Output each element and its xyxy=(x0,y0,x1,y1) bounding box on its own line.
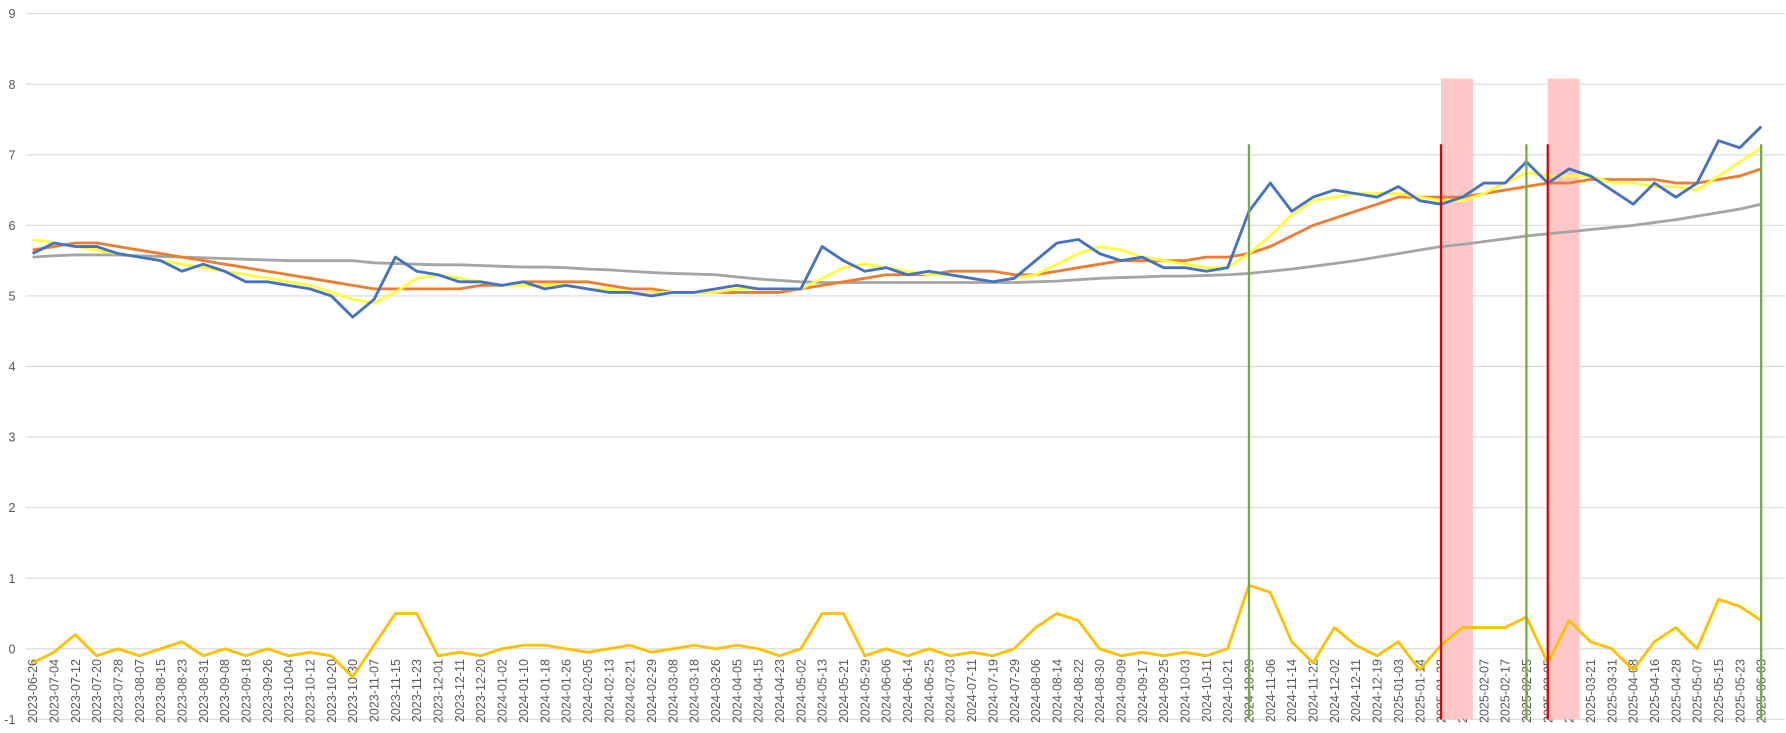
x-tick-label: 2024-06-25 xyxy=(922,659,936,723)
x-tick-label: 2023-09-26 xyxy=(261,659,275,723)
y-tick-label: 5 xyxy=(8,289,15,303)
x-tick-label: 2025-04-28 xyxy=(1669,659,1683,723)
x-tick-label: 2025-05-07 xyxy=(1691,659,1705,723)
x-tick-label: 2025-05-15 xyxy=(1712,659,1726,723)
x-tick-label: 2024-08-14 xyxy=(1050,659,1064,723)
x-tick-label: 2024-02-29 xyxy=(645,659,659,723)
x-tick-label: 2023-12-20 xyxy=(474,659,488,723)
x-tick-label: 2024-02-21 xyxy=(624,659,638,723)
series-line xyxy=(32,202,1762,284)
x-tick-label: 2024-01-18 xyxy=(538,659,552,723)
x-tick-label: 2024-12-19 xyxy=(1371,659,1385,723)
x-tick-label: 2023-12-01 xyxy=(432,659,446,723)
x-tick-label: 2024-11-14 xyxy=(1285,659,1299,722)
x-tick-label: 2023-08-15 xyxy=(154,659,168,723)
x-tick-label: 2024-01-02 xyxy=(496,659,510,723)
series-line xyxy=(32,146,1763,305)
x-tick-label: 2024-09-25 xyxy=(1157,659,1171,723)
series-line xyxy=(31,125,1763,319)
x-tick-label: 2025-01-03 xyxy=(1392,659,1406,723)
y-tick-label: 0 xyxy=(8,642,15,656)
highlight-band xyxy=(1441,78,1473,720)
x-tick-label: 2023-09-08 xyxy=(218,659,232,723)
series-line xyxy=(32,167,1762,294)
x-tick-label: 2024-04-15 xyxy=(752,659,766,723)
highlight-band xyxy=(1547,78,1580,720)
x-tick-label: 2024-10-21 xyxy=(1221,659,1235,723)
x-tick-label: 2024-03-08 xyxy=(666,659,680,723)
x-tick-label: 2023-06-26 xyxy=(26,659,40,723)
x-tick-label: 2024-03-18 xyxy=(688,659,702,723)
x-tick-label: 2025-02-17 xyxy=(1499,659,1513,723)
y-tick-label: 2 xyxy=(8,501,15,515)
x-tick-label: 2023-08-07 xyxy=(133,659,147,723)
x-tick-label: 2024-04-23 xyxy=(773,659,787,723)
x-tick-label: 2025-05-23 xyxy=(1733,659,1747,723)
x-tick-label: 2025-02-07 xyxy=(1477,659,1491,723)
x-tick-label: 2024-10-03 xyxy=(1179,659,1193,723)
x-tick-label: 2024-07-03 xyxy=(944,659,958,723)
x-tick-label: 2025-04-16 xyxy=(1648,659,1662,723)
x-tick-label: 2024-12-02 xyxy=(1328,659,1342,723)
x-tick-label: 2023-12-11 xyxy=(453,659,467,722)
x-tick-label: 2024-11-06 xyxy=(1264,659,1278,722)
x-tick-label: 2024-06-06 xyxy=(880,659,894,723)
x-tick-label: 2024-09-09 xyxy=(1114,659,1128,723)
x-tick-label: 2025-03-31 xyxy=(1605,659,1619,723)
x-tick-label: 2024-05-21 xyxy=(837,659,851,723)
x-tick-label: 2024-02-13 xyxy=(602,659,616,723)
x-tick-label: 2023-09-18 xyxy=(239,659,253,723)
y-tick-label: 9 xyxy=(8,7,15,21)
x-tick-label: 2024-02-05 xyxy=(581,659,595,723)
x-tick-label: 2023-10-20 xyxy=(325,659,339,723)
x-tick-label: 2024-05-13 xyxy=(816,659,830,723)
x-tick-label: 2025-01-14 xyxy=(1413,659,1427,723)
x-tick-label: 2024-11-22 xyxy=(1307,659,1321,722)
x-tick-label: 2023-08-31 xyxy=(197,659,211,723)
x-tick-label: 2024-12-11 xyxy=(1349,659,1363,722)
x-tick-label: 2024-07-19 xyxy=(986,659,1000,723)
x-tick-label: 2024-10-11 xyxy=(1200,659,1214,722)
x-tick-label: 2023-11-15 xyxy=(389,659,403,722)
x-tick-label: 2024-07-29 xyxy=(1008,659,1022,723)
x-tick-label: 2024-01-10 xyxy=(517,659,531,723)
x-tick-label: 2024-03-26 xyxy=(709,659,723,723)
x-tick-label: 2023-07-12 xyxy=(69,659,83,723)
x-tick-label: 2025-04-08 xyxy=(1627,659,1641,723)
y-tick-label: 8 xyxy=(8,78,15,92)
x-tick-label: 2023-11-23 xyxy=(410,659,424,722)
y-tick-label: -1 xyxy=(4,713,15,727)
x-tick-label: 2024-07-11 xyxy=(965,659,979,722)
x-tick-label: 2024-09-17 xyxy=(1136,659,1150,723)
y-tick-label: 4 xyxy=(8,360,15,374)
x-tick-label: 2024-08-06 xyxy=(1029,659,1043,723)
y-tick-label: 1 xyxy=(8,572,15,586)
x-tick-label: 2023-10-12 xyxy=(304,659,318,723)
y-tick-label: 7 xyxy=(8,148,15,162)
x-tick-label: 2023-07-28 xyxy=(111,659,125,723)
x-tick-label: 2024-01-26 xyxy=(560,659,574,723)
x-tick-label: 2024-06-14 xyxy=(901,659,915,723)
x-tick-label: 2024-05-02 xyxy=(794,659,808,723)
y-tick-label: 6 xyxy=(8,219,15,233)
series-line xyxy=(31,583,1763,679)
x-tick-label: 2023-08-23 xyxy=(175,659,189,723)
x-tick-label: 2023-10-04 xyxy=(282,659,296,723)
x-tick-label: 2024-05-29 xyxy=(858,659,872,723)
x-tick-label: 2023-07-20 xyxy=(90,659,104,723)
x-tick-label: 2024-08-22 xyxy=(1072,659,1086,723)
y-tick-label: 3 xyxy=(8,431,15,445)
x-tick-label: 2025-03-21 xyxy=(1584,659,1598,723)
x-tick-label: 2024-08-30 xyxy=(1093,659,1107,723)
x-tick-label: 2023-07-04 xyxy=(47,659,61,723)
x-tick-label: 2024-04-05 xyxy=(730,659,744,723)
x-tick-label: 2023-11-07 xyxy=(368,659,382,722)
